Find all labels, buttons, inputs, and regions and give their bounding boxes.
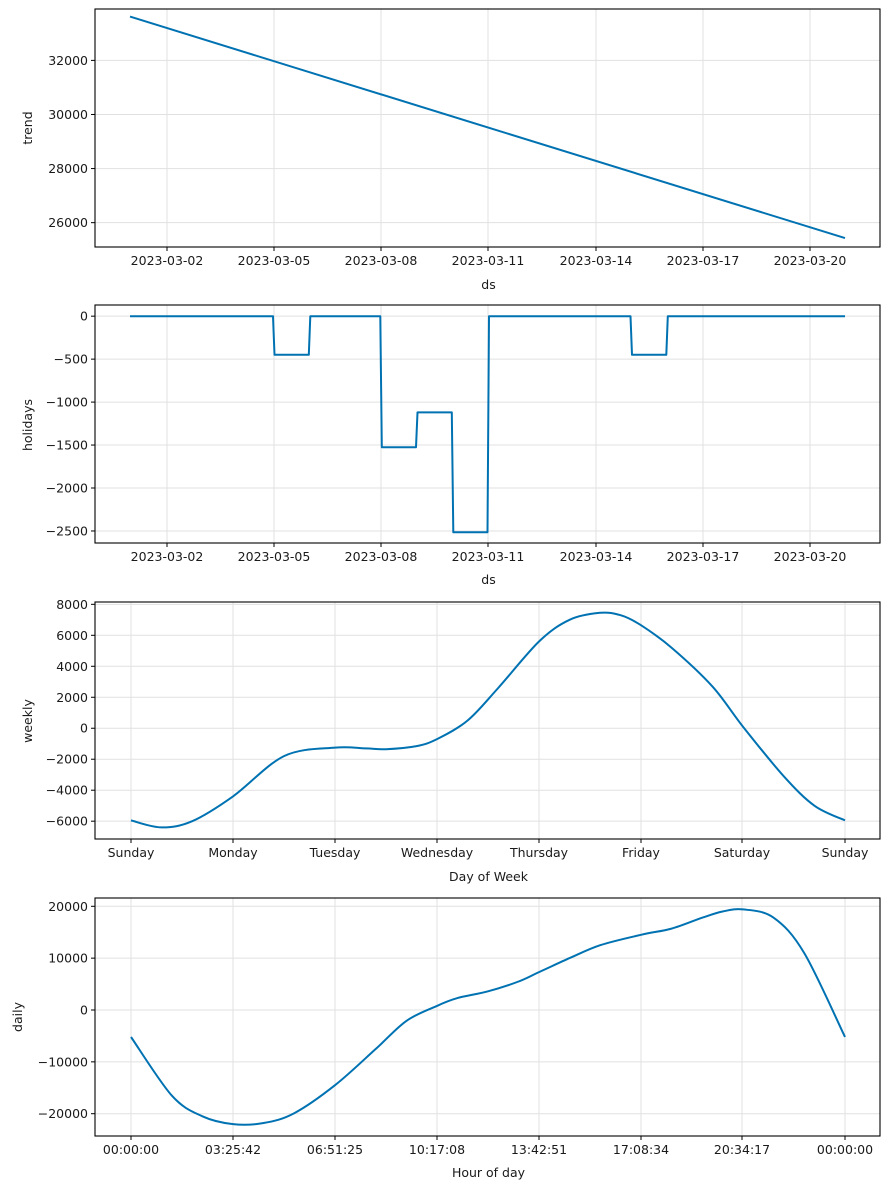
- x-tick-label: 2023-03-20: [774, 549, 847, 564]
- weekly-axes-frame: [94, 601, 881, 840]
- x-tick-label: 2023-03-08: [345, 253, 418, 268]
- x-tick-label: 2023-03-08: [345, 549, 418, 564]
- y-tick-label: 0: [80, 1003, 88, 1018]
- holidays-y-axis-label: holidays: [20, 399, 35, 451]
- y-tick-label: −6000: [46, 814, 88, 829]
- weekly-ticks: Sunday Monday Tuesday Wednesday Thursday Frid…: [46, 597, 869, 860]
- y-tick-label: −4000: [46, 783, 88, 798]
- x-tick-label: 2023-03-14: [560, 253, 633, 268]
- holidays-panel: 2023-03-02 2023-03-05 2023-03-08 2023-03-11…: [20, 304, 881, 587]
- x-tick-label: 2023-03-05: [238, 549, 311, 564]
- y-tick-label: 0: [80, 309, 88, 324]
- x-tick-label: 20:34:17: [714, 1142, 770, 1157]
- daily-y-axis-label: daily: [10, 1001, 25, 1032]
- x-tick-label: 03:25:42: [205, 1142, 261, 1157]
- y-tick-label: −2500: [46, 523, 88, 538]
- weekly-panel: Sunday Monday Tuesday Wednesday Thursday Frid…: [20, 597, 881, 884]
- y-tick-label: 26000: [48, 215, 88, 230]
- weekly-gridlines: [95, 602, 880, 839]
- x-tick-label: 2023-03-11: [452, 549, 525, 564]
- x-tick-label: Wednesday: [401, 845, 474, 860]
- x-tick-label: Friday: [622, 845, 660, 860]
- y-tick-label: 2000: [56, 690, 88, 705]
- daily-axes-frame: [94, 897, 881, 1137]
- y-tick-label: 8000: [56, 597, 88, 612]
- y-tick-label: 0: [80, 721, 88, 736]
- x-tick-label: 2023-03-17: [667, 549, 740, 564]
- y-tick-label: 30000: [48, 107, 88, 122]
- holidays-line: [130, 315, 845, 534]
- trend-panel: 2023-03-02 2023-03-05 2023-03-08 2023-03-11…: [20, 8, 881, 292]
- y-tick-label: 10000: [48, 951, 88, 966]
- x-tick-label: 2023-03-02: [131, 549, 204, 564]
- x-tick-label: Sunday: [108, 845, 155, 860]
- x-tick-label: Tuesday: [309, 845, 361, 860]
- x-tick-label: 2023-03-20: [774, 253, 847, 268]
- x-tick-label: 2023-03-02: [131, 253, 204, 268]
- x-tick-label: 2023-03-17: [667, 253, 740, 268]
- x-tick-label: 00:00:00: [103, 1142, 159, 1157]
- x-tick-label: 2023-03-05: [238, 253, 311, 268]
- y-tick-label: 4000: [56, 659, 88, 674]
- trend-x-axis-label: ds: [481, 277, 495, 292]
- trend-ticks: 2023-03-02 2023-03-05 2023-03-08 2023-03-11…: [48, 53, 846, 268]
- holidays-ticks: 2023-03-02 2023-03-05 2023-03-08 2023-03-11…: [46, 309, 847, 564]
- x-tick-label: 10:17:08: [409, 1142, 465, 1157]
- weekly-line: [130, 611, 846, 829]
- holidays-x-axis-label: ds: [481, 572, 495, 587]
- daily-ticks: 00:00:00 03:25:42 06:51:25 10:17:08 13:42:51…: [38, 899, 873, 1157]
- y-tick-label: −1000: [46, 395, 88, 410]
- daily-line: [130, 908, 846, 1126]
- y-tick-label: 6000: [56, 628, 88, 643]
- x-tick-label: Saturday: [714, 845, 771, 860]
- x-tick-label: 06:51:25: [307, 1142, 363, 1157]
- weekly-y-axis-label: weekly: [20, 699, 35, 743]
- daily-x-axis-label: Hour of day: [452, 1165, 526, 1180]
- y-tick-label: 28000: [48, 161, 88, 176]
- trend-line: [129, 15, 846, 240]
- x-tick-label: Sunday: [822, 845, 869, 860]
- y-tick-label: −2000: [46, 481, 88, 496]
- x-tick-label: 00:00:00: [817, 1142, 873, 1157]
- daily-panel: 00:00:00 03:25:42 06:51:25 10:17:08 13:42:51…: [10, 897, 881, 1180]
- daily-gridlines: [95, 898, 880, 1136]
- x-tick-label: 17:08:34: [613, 1142, 669, 1157]
- y-tick-label: −2000: [46, 752, 88, 767]
- x-tick-label: Monday: [208, 845, 258, 860]
- y-tick-label: −500: [54, 352, 88, 367]
- weekly-x-axis-label: Day of Week: [449, 869, 529, 884]
- y-tick-label: −10000: [38, 1054, 88, 1069]
- trend-y-axis-label: trend: [20, 111, 35, 144]
- trend-gridlines: [95, 9, 880, 247]
- y-tick-label: 20000: [48, 899, 88, 914]
- x-tick-label: Thursday: [509, 845, 569, 860]
- y-tick-label: −20000: [38, 1106, 88, 1121]
- y-tick-label: −1500: [46, 438, 88, 453]
- x-tick-label: 13:42:51: [511, 1142, 567, 1157]
- x-tick-label: 2023-03-11: [452, 253, 525, 268]
- x-tick-label: 2023-03-14: [560, 549, 633, 564]
- y-tick-label: 32000: [48, 53, 88, 68]
